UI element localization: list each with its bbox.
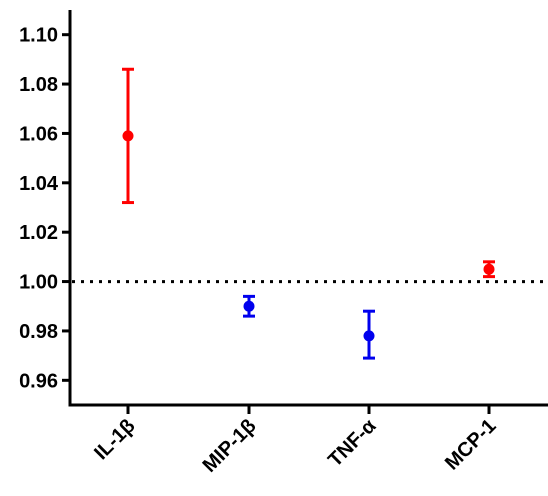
x-axis-labels: IL-1β MIP-1β TNF-α MCP-1 [90, 405, 501, 477]
data-point [363, 330, 375, 342]
data-point [122, 130, 134, 142]
x-category-label: TNF-α [324, 414, 381, 471]
data-point [483, 263, 495, 275]
y-tick-label: 0.96 [19, 370, 58, 392]
axes [68, 10, 548, 407]
y-tick-label: 0.98 [19, 321, 58, 343]
y-tick-label: 1.02 [19, 222, 58, 244]
x-category-label: IL-1β [90, 415, 139, 464]
y-tick-label: 1.06 [19, 123, 58, 145]
error-bar-point [122, 67, 134, 205]
y-tick-label: 1.10 [19, 25, 58, 47]
y-tick-label: 1.04 [19, 173, 59, 195]
error-bar-point [363, 309, 375, 360]
y-axis-ticks: 0.96 0.98 1.00 1.02 1.04 1.06 1.08 1.10 [19, 25, 70, 392]
error-bar-point [483, 260, 495, 279]
y-tick-label: 1.08 [19, 74, 58, 96]
x-category-label: MIP-1β [199, 415, 261, 477]
y-tick-label: 1.00 [19, 272, 58, 294]
data-marks [122, 67, 495, 360]
data-point [243, 300, 255, 312]
x-category-label: MCP-1 [441, 415, 501, 475]
error-bar-point [243, 294, 255, 318]
